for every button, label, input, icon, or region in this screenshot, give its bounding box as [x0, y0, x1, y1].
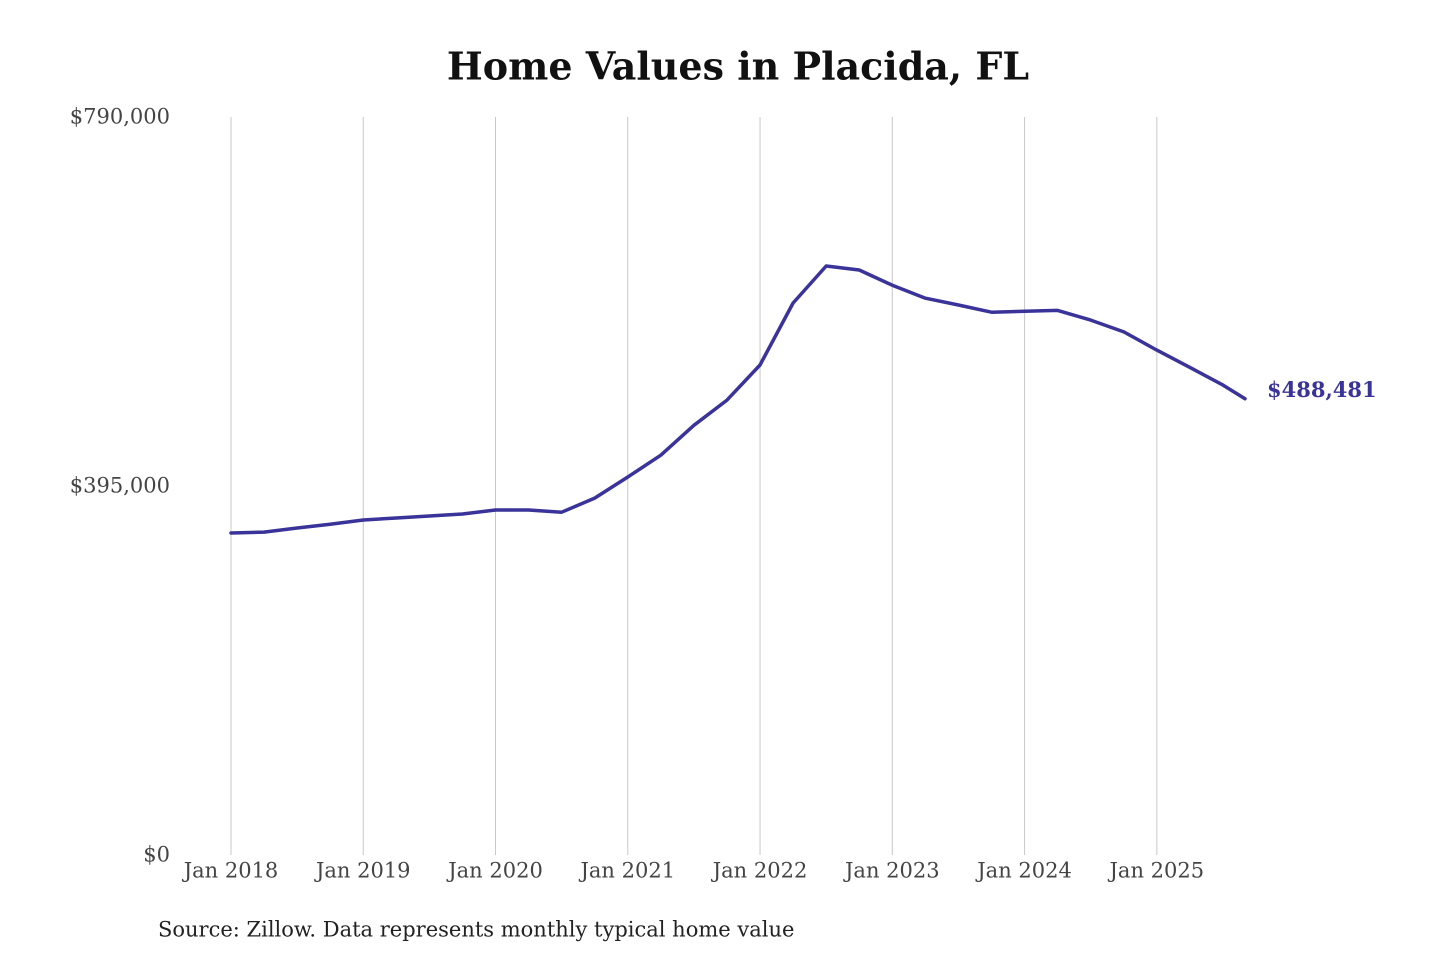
- y-tick-label: $790,000: [70, 105, 170, 129]
- data-label: $488,481: [1267, 377, 1377, 402]
- chart-title: Home Values in Placida, FL: [447, 44, 1029, 89]
- source-note: Source: Zillow. Data represents monthly …: [158, 918, 794, 942]
- y-tick-label: $0: [143, 843, 170, 867]
- x-tick-label: Jan 2022: [711, 859, 808, 883]
- y-tick-label: $395,000: [70, 474, 170, 498]
- x-tick-label: Jan 2023: [843, 859, 940, 883]
- x-tick-label: Jan 2018: [182, 859, 279, 883]
- x-tick-label: Jan 2025: [1108, 859, 1205, 883]
- x-tick-label: Jan 2024: [975, 859, 1072, 883]
- x-tick-label: Jan 2019: [314, 859, 411, 883]
- x-tick-label: Jan 2021: [578, 859, 675, 883]
- x-tick-label: Jan 2020: [446, 859, 543, 883]
- data-line: [229, 264, 1247, 535]
